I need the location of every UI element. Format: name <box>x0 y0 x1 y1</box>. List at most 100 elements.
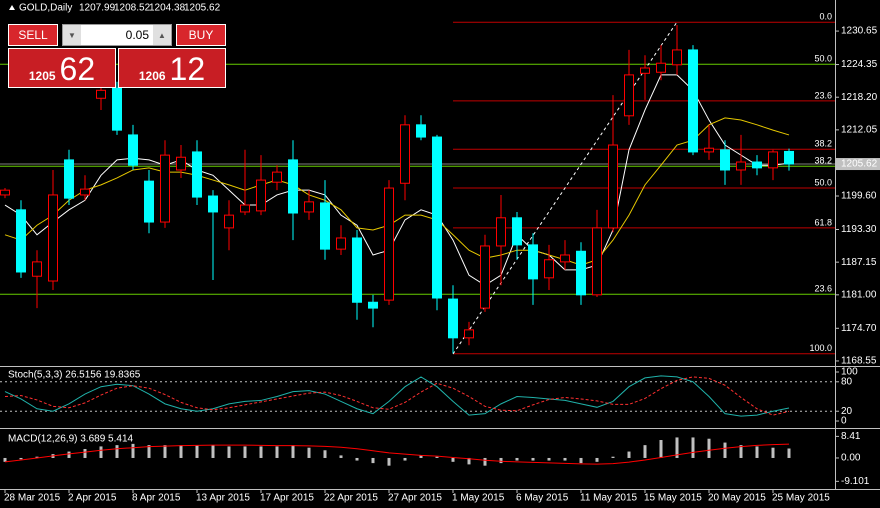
candle-body <box>160 154 170 223</box>
symbol: GOLD,Daily <box>19 3 72 14</box>
y-tick-label: 1187.15 <box>841 257 877 268</box>
histogram-bar <box>691 437 695 458</box>
candle-body <box>112 87 122 131</box>
histogram-bar <box>211 445 215 458</box>
histogram-bar <box>243 446 247 458</box>
y-tick-label: 1224.35 <box>841 59 878 70</box>
y-tick-label: 1193.30 <box>841 224 877 235</box>
candle-body <box>768 151 778 169</box>
candle-body <box>16 209 26 273</box>
x-tick-label: 2 Apr 2015 <box>68 493 117 504</box>
x-tick-label: 27 Apr 2015 <box>388 493 442 504</box>
candle-body <box>32 261 42 277</box>
y-tick-label: 1212.05 <box>841 125 878 136</box>
candle-body <box>64 159 74 199</box>
lot-decrease[interactable]: ▼ <box>63 25 81 45</box>
candle-body <box>432 136 442 299</box>
candle-body <box>576 250 586 296</box>
candle-body <box>336 237 346 250</box>
candle-body <box>352 237 362 303</box>
moving-average <box>4 74 790 286</box>
fib-label: 0.0 <box>819 12 832 22</box>
histogram-bar <box>35 456 39 458</box>
fib-label: 23.6 <box>814 90 832 100</box>
histogram-bar <box>307 447 311 458</box>
candle-body <box>720 149 730 171</box>
histogram-bar <box>579 457 583 464</box>
candle-body <box>512 217 522 246</box>
candle-body <box>368 301 378 309</box>
sell-price[interactable]: 1205 62 <box>8 48 116 88</box>
y-tick-label: 8.41 <box>841 431 861 442</box>
candle-body <box>224 214 234 229</box>
histogram-bar <box>739 445 743 458</box>
y-tick-label: 1199.60 <box>841 191 877 202</box>
histogram-bar <box>419 455 423 458</box>
candle-body <box>480 245 490 309</box>
x-tick-label: 17 Apr 2015 <box>260 493 314 504</box>
candle-body <box>544 259 554 279</box>
candle-body <box>48 194 58 282</box>
indicator-title: Stoch(5,3,3) 26.5156 19.8365 <box>8 370 141 381</box>
histogram-bar <box>627 451 631 458</box>
candle-body <box>176 156 186 171</box>
price-pips: 62 <box>59 51 96 87</box>
candle-body <box>672 49 682 66</box>
fib-label: 61.8 <box>814 217 832 227</box>
histogram-bar <box>115 445 119 458</box>
histogram-bar <box>771 447 775 458</box>
candle-body <box>704 147 714 153</box>
buy-button[interactable]: BUY <box>176 24 226 46</box>
x-tick-label: 25 May 2015 <box>772 493 830 504</box>
y-tick-label: 80 <box>841 376 853 387</box>
x-tick-label: 28 Mar 2015 <box>4 493 61 504</box>
lot-input[interactable]: 0.05 <box>62 24 172 46</box>
histogram-bar <box>323 450 327 458</box>
histogram-bar <box>291 445 295 458</box>
histogram-bar <box>339 455 343 458</box>
candle-body <box>304 201 314 213</box>
histogram-bar <box>387 457 391 466</box>
last-price-box <box>836 158 880 171</box>
collapse-icon <box>9 5 15 10</box>
histogram-bar <box>515 457 519 461</box>
y-tick-label: 100 <box>841 367 858 378</box>
histogram-bar <box>179 445 183 458</box>
y-tick-label: 1181.00 <box>841 289 877 300</box>
x-tick-label: 1 May 2015 <box>452 493 505 504</box>
candle-body <box>528 244 538 280</box>
histogram-bar <box>547 457 551 461</box>
y-tick-label: 1168.55 <box>841 356 877 367</box>
x-tick-label: 15 May 2015 <box>644 493 702 504</box>
moving-average <box>4 117 790 266</box>
histogram-bar <box>531 457 535 461</box>
candle-body <box>128 134 138 166</box>
signal-line <box>4 443 790 465</box>
x-tick-label: 6 May 2015 <box>516 493 569 504</box>
ohlc-value: 1208.52 <box>114 3 151 14</box>
histogram-bar <box>595 457 599 462</box>
candle-body <box>320 202 330 250</box>
y-tick-label: 1174.70 <box>841 323 877 334</box>
histogram-bar <box>163 445 167 458</box>
price-prefix: 1205 <box>28 69 56 83</box>
histogram-bar <box>403 457 407 461</box>
buy-price[interactable]: 1206 12 <box>118 48 226 88</box>
fib-label: 50.0 <box>814 177 832 187</box>
histogram-bar <box>227 446 231 458</box>
histogram-bar <box>67 451 71 458</box>
histogram-bar <box>499 457 503 464</box>
histogram-bar <box>131 443 135 458</box>
x-tick-label: 22 Apr 2015 <box>324 493 378 504</box>
candle-body <box>384 187 394 301</box>
candle-body <box>688 49 698 153</box>
histogram-bar <box>195 445 199 458</box>
candle-body <box>496 217 506 247</box>
indicator-title: MACD(12,26,9) 3.689 5.414 <box>8 434 134 445</box>
histogram-bar <box>483 457 487 466</box>
fib-label: 38.2 <box>814 139 832 149</box>
lot-increase[interactable]: ▲ <box>153 25 171 45</box>
x-tick-label: 13 Apr 2015 <box>196 493 250 504</box>
sell-button[interactable]: SELL <box>8 24 58 46</box>
